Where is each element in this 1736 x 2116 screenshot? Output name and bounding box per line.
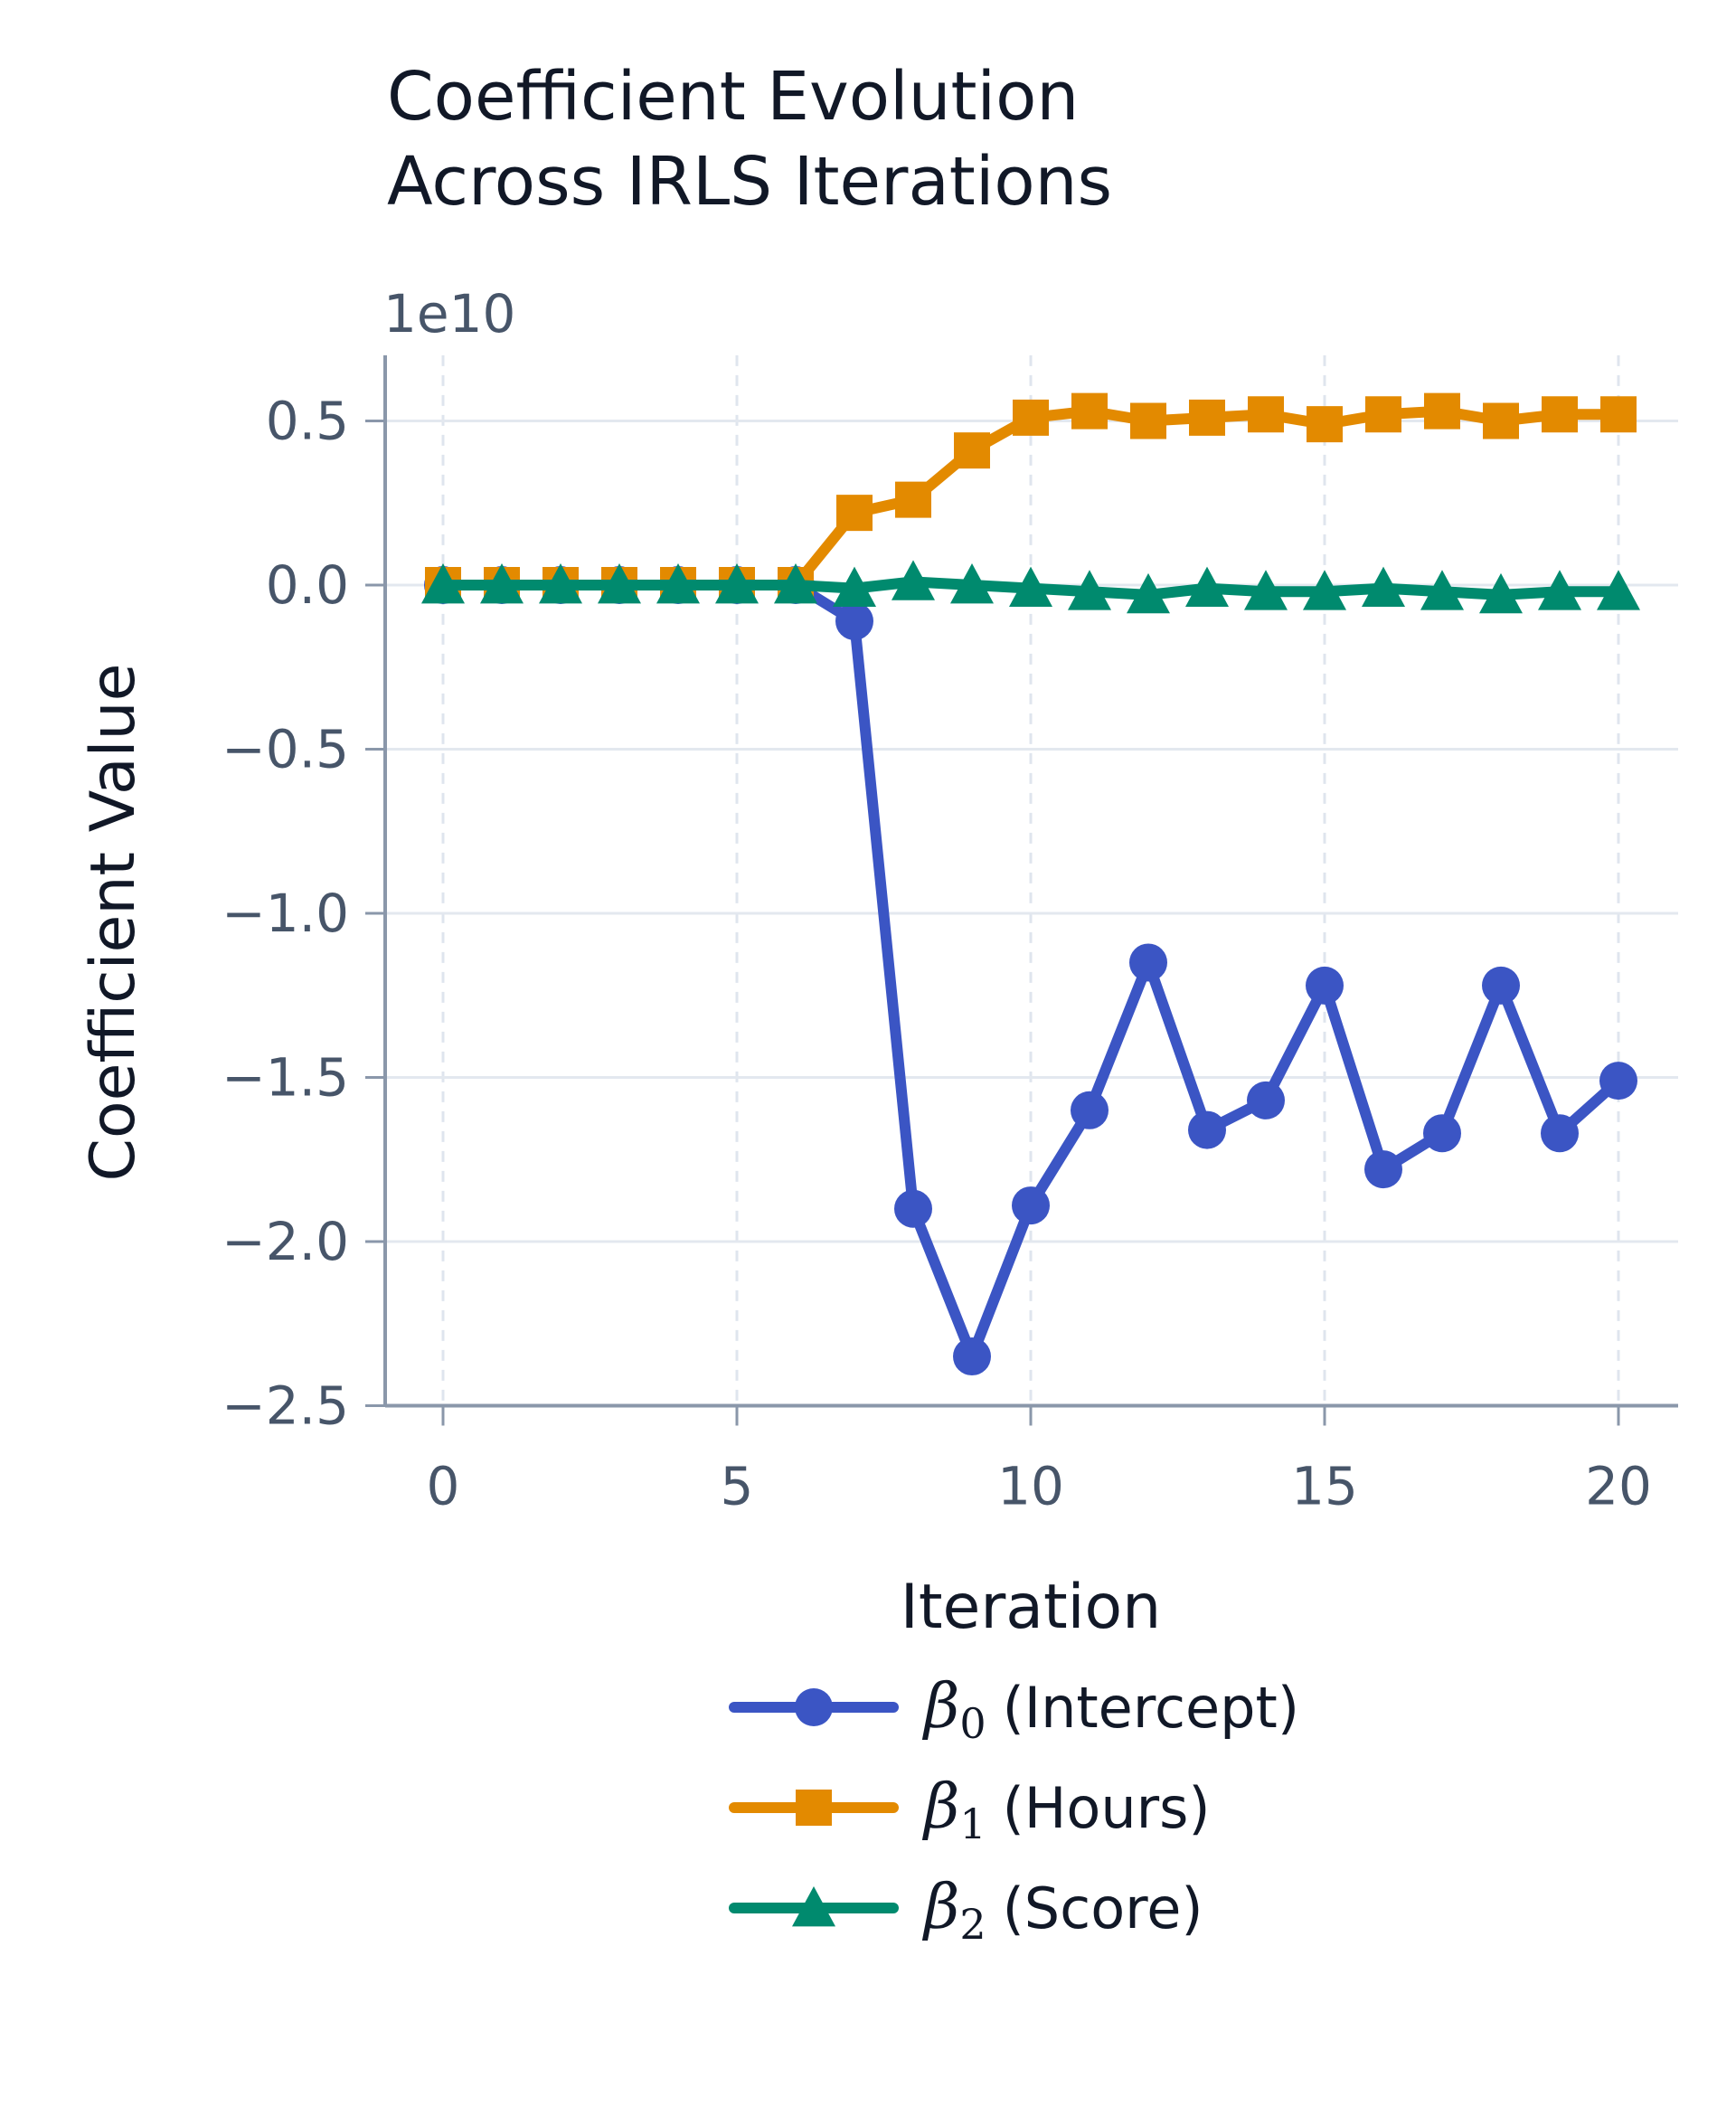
y-tick-label: −1.5 [222, 1047, 349, 1109]
data-point-1-19 [1542, 396, 1578, 433]
data-point-2-11 [1068, 570, 1111, 610]
data-point-1-18 [1483, 402, 1519, 439]
data-point-0-10 [1012, 1186, 1050, 1225]
data-point-0-18 [1482, 966, 1520, 1005]
ticks-layer: 0.5 0.0 −0.5 −1.0 −1.5 −2.0 −2.5 0 5 10 15 20 [222, 391, 1652, 1517]
data-point-2-8 [892, 560, 935, 600]
data-point-2-7 [833, 566, 876, 608]
data-point-2-2 [539, 563, 582, 604]
legend-name: (Intercept) [1003, 1675, 1299, 1741]
chart-title-line-2: Across IRLS Iterations [387, 143, 1112, 221]
data-point-2-20 [1597, 570, 1640, 610]
data-point-1-8 [895, 481, 931, 518]
data-point-2-13 [1185, 566, 1229, 608]
data-point-2-17 [1420, 570, 1464, 610]
data-point-2-1 [480, 563, 524, 604]
data-point-0-19 [1541, 1114, 1579, 1153]
data-point-0-8 [894, 1189, 932, 1228]
y-tick-label: −2.0 [222, 1211, 349, 1272]
x-tick-label: 10 [997, 1456, 1064, 1517]
data-point-2-3 [598, 563, 641, 604]
data-point-0-16 [1364, 1150, 1402, 1189]
data-point-1-11 [1071, 392, 1108, 430]
x-tick-label: 15 [1291, 1456, 1358, 1517]
legend-label: β0 (Intercept) [921, 1671, 1299, 1748]
series-2 [421, 560, 1640, 614]
data-point-2-10 [1009, 566, 1052, 608]
legend-symbol: β [921, 1771, 959, 1843]
legend: β0 (Intercept)β1 (Hours)β2 (Score) [729, 1671, 1299, 1949]
data-point-0-17 [1423, 1114, 1461, 1153]
data-point-0-7 [835, 601, 873, 640]
y-tick-label: 0.0 [266, 554, 349, 616]
data-point-2-19 [1538, 570, 1581, 610]
legend-subscript: 1 [959, 1800, 986, 1848]
legend-subscript: 2 [959, 1900, 986, 1949]
y-axis-offset-label: 1e10 [383, 283, 515, 345]
data-point-0-11 [1071, 1091, 1109, 1129]
legend-name: (Score) [1003, 1875, 1203, 1941]
data-point-1-10 [1013, 399, 1049, 436]
data-point-2-9 [950, 563, 994, 604]
chart-title: Coefficient Evolution Across IRLS Iterat… [387, 58, 1112, 221]
x-tick-label: 20 [1585, 1456, 1652, 1517]
data-point-2-12 [1127, 572, 1170, 614]
data-point-1-20 [1600, 396, 1637, 433]
legend-item-0: β0 (Intercept) [729, 1671, 1299, 1748]
legend-symbol: β [921, 1872, 959, 1943]
legend-subscript: 0 [959, 1699, 986, 1748]
data-point-0-9 [953, 1337, 991, 1376]
data-point-0-14 [1247, 1081, 1285, 1119]
data-point-1-7 [836, 495, 873, 532]
data-point-0-15 [1306, 966, 1344, 1005]
legend-marker [795, 1688, 833, 1726]
series-layer [421, 392, 1640, 1376]
chart-title-line-1: Coefficient Evolution [387, 58, 1079, 136]
y-tick-label: 0.5 [266, 391, 349, 452]
data-point-1-12 [1130, 402, 1166, 439]
data-point-2-0 [421, 563, 465, 604]
data-point-2-4 [656, 563, 700, 604]
data-point-0-20 [1599, 1062, 1637, 1101]
y-axis-label: Coefficient Value [78, 664, 149, 1182]
x-axis-label: Iteration [901, 1572, 1161, 1643]
legend-label: β2 (Score) [921, 1872, 1203, 1949]
data-point-0-13 [1188, 1110, 1226, 1149]
data-point-1-16 [1365, 396, 1401, 433]
x-tick-label: 0 [427, 1456, 460, 1517]
grid-layer [385, 354, 1678, 1407]
data-point-2-18 [1479, 572, 1523, 614]
data-point-0-12 [1129, 943, 1167, 982]
data-point-1-17 [1424, 392, 1460, 430]
legend-item-1: β1 (Hours) [729, 1771, 1211, 1848]
data-point-2-14 [1244, 570, 1288, 610]
data-point-2-6 [774, 563, 817, 604]
data-point-1-13 [1189, 399, 1225, 436]
legend-symbol: β [921, 1671, 959, 1743]
legend-marker [796, 1790, 832, 1826]
data-point-1-15 [1307, 406, 1343, 443]
data-point-2-15 [1303, 570, 1346, 610]
data-point-1-9 [954, 432, 990, 469]
legend-name: (Hours) [1003, 1775, 1211, 1841]
y-tick-label: −2.5 [222, 1375, 349, 1437]
data-point-2-5 [715, 563, 759, 604]
y-tick-label: −1.0 [222, 883, 349, 944]
legend-item-2: β2 (Score) [729, 1872, 1203, 1949]
y-tick-label: −0.5 [222, 719, 349, 780]
x-tick-label: 5 [721, 1456, 754, 1517]
data-point-1-14 [1248, 396, 1284, 433]
legend-marker [792, 1886, 835, 1927]
data-point-2-16 [1362, 566, 1405, 608]
legend-label: β1 (Hours) [921, 1771, 1211, 1848]
